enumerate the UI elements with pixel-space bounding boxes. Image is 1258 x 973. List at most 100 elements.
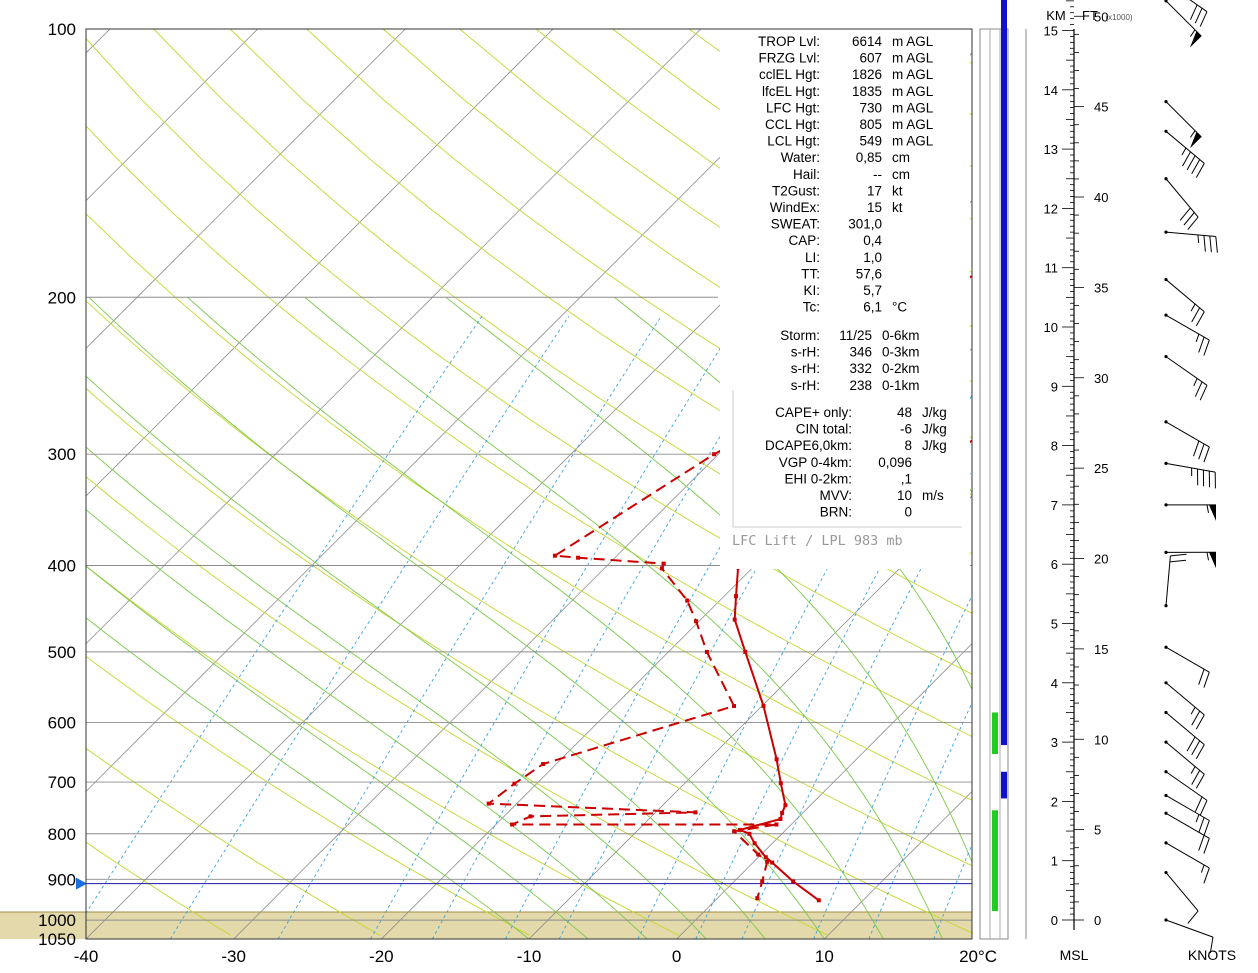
wind-barb-staff: [1165, 771, 1208, 801]
km-tick-label: 8: [1051, 439, 1058, 454]
wind-barb-flag: [1195, 311, 1205, 327]
param-value: 1835: [852, 84, 882, 99]
skew-t-grid: [86, 29, 1258, 939]
wind-barb-flag: [1203, 867, 1210, 884]
storm-name: s-rH:: [791, 361, 820, 376]
dry-adiabat-line: [86, 213, 972, 801]
wind-barb: [1164, 230, 1218, 253]
wind-barb-staff: [1189, 0, 1208, 13]
surface-fill: [0, 912, 972, 939]
param-value: 57,6: [856, 266, 882, 281]
wind-barb-flag: [1183, 212, 1195, 226]
height-axis: 0123456789101112131415051015202530354045…: [1044, 0, 1108, 930]
pressure-tick-label: 200: [48, 288, 76, 307]
wind-barb-half-flag: [1190, 303, 1196, 312]
wind-barb-staff: [1165, 842, 1210, 869]
green-indicator-segment: [992, 712, 998, 754]
wind-barb-dot: [1164, 230, 1168, 234]
km-tick-label: 13: [1044, 142, 1058, 157]
isotherm-line: [86, 29, 554, 497]
wind-barb-staff: [1165, 646, 1210, 673]
wind-barb-flag: [1191, 740, 1201, 756]
indicator-columns: [979, 0, 1027, 940]
param-unit: m AGL: [892, 67, 934, 82]
param-name: KI:: [803, 283, 820, 298]
ft-tick-label: 20: [1094, 552, 1108, 567]
ft-tick-label: 40: [1094, 190, 1108, 205]
moist-adiabat-line: [86, 617, 530, 939]
wind-barb-half-flag: [1197, 234, 1200, 244]
dewpoint-point: [704, 649, 709, 654]
param-unit: °C: [892, 300, 907, 315]
wind-barb-flag: [1199, 800, 1208, 816]
param-name: CCL Hgt:: [765, 117, 820, 132]
wind-barb: [1164, 710, 1205, 760]
cape-name: BRN:: [820, 505, 852, 520]
ft-tick-label: 15: [1094, 642, 1108, 657]
cape-name: VGP 0-4km:: [779, 455, 852, 470]
ft-tick-label: 10: [1094, 732, 1108, 747]
param-name: Tc:: [803, 300, 820, 315]
wind-barb-dot: [1164, 770, 1168, 774]
param-value: 805: [859, 117, 882, 132]
param-name: TROP Lvl:: [758, 34, 820, 49]
param-name: LFC Hgt:: [766, 100, 820, 115]
storm-name: s-rH:: [791, 345, 820, 360]
wind-barb-flag: [1203, 672, 1210, 688]
cape-value: 0: [904, 505, 912, 520]
wind-barb-flag: [1198, 835, 1205, 851]
parameter-panel: TROP Lvl: 6614 m AGL FRZG Lvl: 607 m AGL cclEL…: [758, 34, 947, 520]
temperature-point: [761, 704, 766, 708]
dry-adiabat-line: [86, 300, 972, 867]
cape-unit: J/kg: [922, 438, 947, 453]
isotherm-line: [86, 29, 111, 54]
blue-indicator-segment: [1001, 771, 1007, 799]
dewpoint-point: [528, 814, 533, 819]
km-tick-label: 1: [1051, 854, 1058, 869]
temperature-axis-labels: -40 -30 -20 -10 0 10 20: [74, 947, 978, 966]
wind-barb: [1164, 918, 1214, 954]
dry-adiabat-line: [995, 29, 1258, 935]
wind-barb-flag: [1194, 381, 1203, 397]
storm-value: 11/25: [839, 328, 872, 343]
param-value: 5,7: [863, 283, 882, 298]
ft-tick-label: 0: [1094, 913, 1101, 928]
param-name: SWEAT:: [771, 217, 820, 232]
ft-tick-label: 25: [1094, 461, 1108, 476]
dewpoint-point: [661, 561, 666, 566]
temperature-point: [816, 898, 821, 903]
parameter-panel-bg: [720, 29, 970, 569]
wind-barb-flag: [1191, 307, 1201, 323]
temperature-tick-label: 10: [815, 947, 834, 966]
param-name: WindEx:: [770, 200, 820, 215]
isotherm-line: [1120, 29, 1258, 939]
wind-barb-pennant: [1190, 132, 1202, 149]
dewpoint-point: [712, 452, 717, 457]
wind-barb-flag: [1203, 235, 1206, 252]
param-value: 549: [859, 134, 882, 149]
ft-tick-label: 30: [1094, 371, 1108, 386]
ft-tick-label: 45: [1094, 100, 1108, 115]
dewpoint-point: [576, 555, 581, 560]
km-tick-label: 9: [1051, 379, 1058, 394]
temperature-point: [774, 757, 779, 762]
wind-barb-flag: [1182, 151, 1191, 167]
wind-barb: [1164, 841, 1210, 884]
wind-barb-flag: [1203, 820, 1210, 836]
dewpoint-point: [1116, 157, 1120, 161]
param-name: FRZG Lvl:: [758, 51, 820, 66]
wind-barb-half-flag: [1193, 378, 1198, 387]
dewpoint-point: [756, 852, 761, 857]
msl-label: MSL: [1060, 947, 1089, 963]
wind-barb-dot: [1164, 461, 1168, 465]
wind-barb-half-flag: [1206, 504, 1209, 513]
wind-barb: [1164, 355, 1208, 401]
dewpoint-point: [694, 619, 699, 624]
param-value: 15: [867, 200, 882, 215]
param-value: 0,4: [863, 233, 882, 248]
dewpoint-point: [510, 822, 515, 827]
dewpoint-point: [659, 566, 664, 571]
dry-adiabat-line: [86, 565, 680, 936]
wind-barb-dot: [1164, 811, 1168, 815]
wind-barb-flag: [1186, 736, 1196, 752]
